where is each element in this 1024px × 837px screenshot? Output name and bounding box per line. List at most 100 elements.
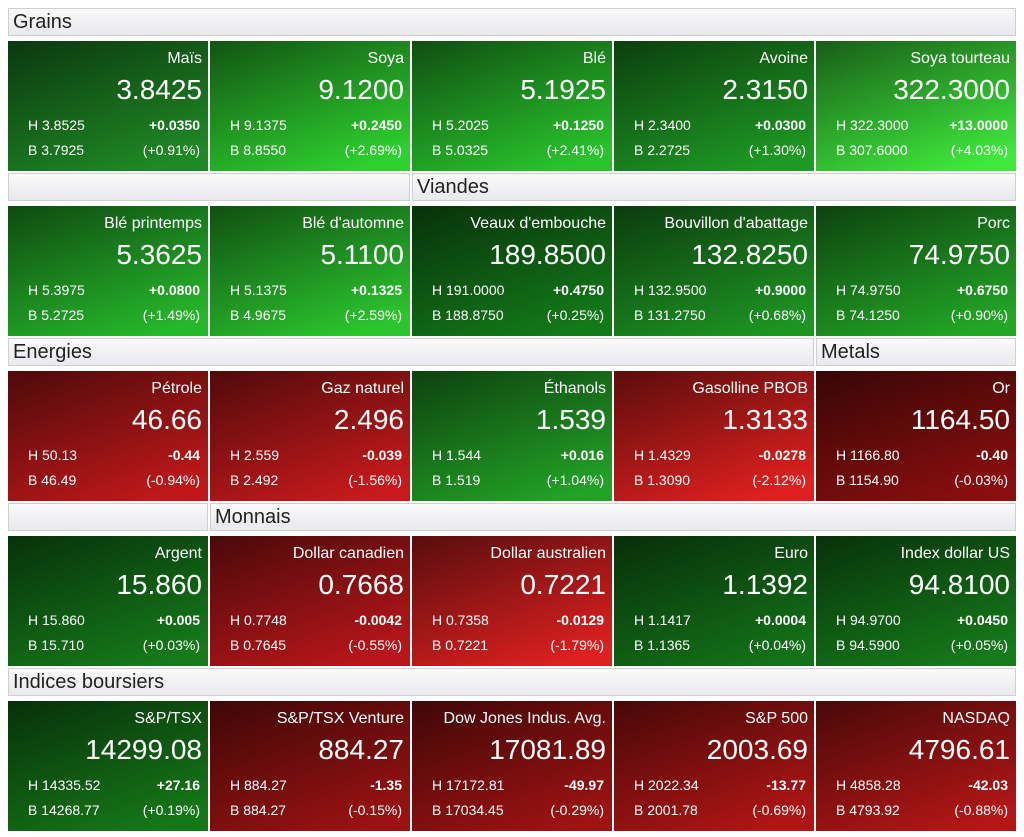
- header-spacer: [8, 503, 208, 531]
- low: B 0.7645: [230, 637, 287, 653]
- low: B 131.2750: [634, 307, 706, 323]
- symbol-name: Dow Jones Indus. Avg.: [443, 710, 606, 727]
- low: B 1.1365: [634, 637, 691, 653]
- change: +0.1325: [351, 282, 402, 298]
- high: H 3.8525: [28, 117, 85, 133]
- percent-change: (-2.12%): [752, 472, 806, 488]
- percent-change: (-1.56%): [348, 472, 402, 488]
- symbol-name: Soya tourteau: [910, 50, 1010, 67]
- change: +13.0000: [949, 117, 1008, 133]
- high: H 884.27: [230, 777, 287, 793]
- quote-tile: S&P 500 2003.69 H 2022.34 -13.77 B 2001.78 (-…: [614, 701, 814, 831]
- percent-change: (-0.15%): [348, 802, 402, 818]
- section-header: Metals: [816, 338, 1016, 366]
- percent-change: (+0.68%): [748, 307, 806, 323]
- price: 1.1392: [722, 569, 808, 600]
- quote-tile: Blé printemps 5.3625 H 5.3975 +0.0800 B 5.27…: [8, 206, 208, 336]
- low: B 4.9675: [230, 307, 287, 323]
- high: H 0.7358: [432, 612, 489, 628]
- symbol-name: Veaux d'embouche: [470, 215, 606, 232]
- change: -13.77: [766, 777, 806, 793]
- symbol-name: Blé d'automne: [302, 215, 404, 232]
- section-header: Grains: [8, 8, 1016, 36]
- price: 2.496: [333, 404, 404, 435]
- price: 9.1200: [318, 74, 404, 105]
- symbol-name: Pétrole: [151, 380, 202, 397]
- low: B 0.7221: [432, 637, 489, 653]
- symbol-name: Maïs: [167, 50, 202, 67]
- symbol-name: Bouvillon d'abattage: [664, 215, 808, 232]
- low: B 2.492: [230, 472, 279, 488]
- quote-tile: NASDAQ 4796.61 H 4858.28 -42.03 B 4793.92 (-0…: [816, 701, 1016, 831]
- price: 322.3000: [893, 74, 1010, 105]
- high: H 4858.28: [836, 777, 901, 793]
- price: 5.3625: [116, 239, 202, 270]
- price: 0.7221: [520, 569, 606, 600]
- change: -0.039: [362, 447, 402, 463]
- change: +27.16: [156, 777, 200, 793]
- change: +0.0350: [149, 117, 200, 133]
- percent-change: (+0.91%): [142, 142, 200, 158]
- quote-tile: Avoine 2.3150 H 2.3400 +0.0300 B 2.2725 (+1.3…: [614, 41, 814, 171]
- price: 17081.89: [489, 734, 606, 765]
- price: 1164.50: [910, 404, 1010, 435]
- change: -0.0278: [758, 447, 806, 463]
- change: +0.0004: [755, 612, 806, 628]
- quote-tile: Soya tourteau 322.3000 H 322.3000 +13.0000 B…: [816, 41, 1016, 171]
- percent-change: (+1.04%): [546, 472, 604, 488]
- high: H 94.9700: [836, 612, 901, 628]
- quote-tile: Blé 5.1925 H 5.2025 +0.1250 B 5.0325 (+2.41%): [412, 41, 612, 171]
- price: 2003.69: [706, 734, 808, 765]
- quote-tile: Index dollar US 94.8100 H 94.9700 +0.0450 B …: [816, 536, 1016, 666]
- high: H 1.544: [432, 447, 482, 463]
- quote-tile: Dollar australien 0.7221 H 0.7358 -0.0129 B …: [412, 536, 612, 666]
- percent-change: (+2.41%): [546, 142, 604, 158]
- high: H 5.1375: [230, 282, 287, 298]
- symbol-name: Avoine: [759, 50, 808, 67]
- percent-change: (+0.90%): [950, 307, 1008, 323]
- symbol-name: S&P 500: [745, 710, 808, 727]
- section-header: Monnais: [210, 503, 1016, 531]
- quote-tile: Dow Jones Indus. Avg. 17081.89 H 17172.81 -…: [412, 701, 612, 831]
- quote-tile: Éthanols 1.539 H 1.544 +0.016 B 1.519 (+1.04%…: [412, 371, 612, 501]
- symbol-name: Dollar canadien: [292, 545, 404, 562]
- high: H 2022.34: [634, 777, 699, 793]
- change: +0.4750: [553, 282, 604, 298]
- price: 884.27: [318, 734, 404, 765]
- symbol-name: Dollar australien: [490, 545, 606, 562]
- percent-change: (-0.29%): [550, 802, 604, 818]
- low: B 1.519: [432, 472, 481, 488]
- high: H 74.9750: [836, 282, 901, 298]
- low: B 4793.92: [836, 802, 900, 818]
- price: 15.860: [116, 569, 202, 600]
- price: 1.539: [535, 404, 606, 435]
- low: B 5.2725: [28, 307, 85, 323]
- section-header: Viandes: [412, 173, 1016, 201]
- percent-change: (+0.05%): [950, 637, 1008, 653]
- percent-change: (+4.03%): [950, 142, 1008, 158]
- header-spacer: [8, 173, 410, 201]
- symbol-name: Porc: [977, 215, 1010, 232]
- quote-tile: Pétrole 46.66 H 50.13 -0.44 B 46.49 (-0.94%): [8, 371, 208, 501]
- symbol-name: Index dollar US: [900, 545, 1010, 562]
- low: B 46.49: [28, 472, 77, 488]
- change: -0.0042: [354, 612, 402, 628]
- quote-tile: Dollar canadien 0.7668 H 0.7748 -0.0042 B 0.…: [210, 536, 410, 666]
- symbol-name: Argent: [154, 545, 202, 562]
- section-header: Energies: [8, 338, 814, 366]
- high: H 2.3400: [634, 117, 691, 133]
- price: 74.9750: [908, 239, 1010, 270]
- quote-tile: S&P/TSX 14299.08 H 14335.52 +27.16 B 14268.7…: [8, 701, 208, 831]
- high: H 191.0000: [432, 282, 505, 298]
- price: 132.8250: [691, 239, 808, 270]
- percent-change: (+0.04%): [748, 637, 806, 653]
- percent-change: (+0.25%): [546, 307, 604, 323]
- symbol-name: S&P/TSX: [134, 710, 202, 727]
- change: +0.0300: [755, 117, 806, 133]
- change: -0.0129: [556, 612, 604, 628]
- symbol-name: Éthanols: [543, 380, 606, 397]
- quote-tile: Euro 1.1392 H 1.1417 +0.0004 B 1.1365 (+0.04%…: [614, 536, 814, 666]
- symbol-name: Soya: [367, 50, 404, 67]
- change: +0.005: [156, 612, 200, 628]
